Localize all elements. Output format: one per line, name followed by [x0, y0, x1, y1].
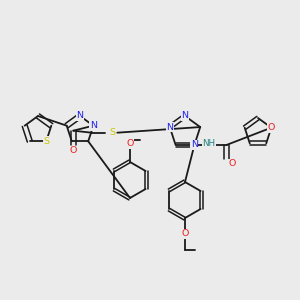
Text: O: O: [181, 230, 189, 238]
Text: N: N: [166, 123, 173, 132]
Text: S: S: [109, 128, 115, 137]
Text: O: O: [70, 146, 77, 155]
Text: N: N: [182, 112, 188, 121]
Text: NH: NH: [202, 140, 215, 148]
Text: N: N: [90, 121, 97, 130]
Text: O: O: [268, 123, 275, 132]
Text: N: N: [191, 140, 198, 149]
Text: O: O: [229, 159, 236, 168]
Text: N: N: [76, 112, 83, 121]
Text: O: O: [126, 140, 134, 148]
Text: S: S: [43, 137, 49, 146]
